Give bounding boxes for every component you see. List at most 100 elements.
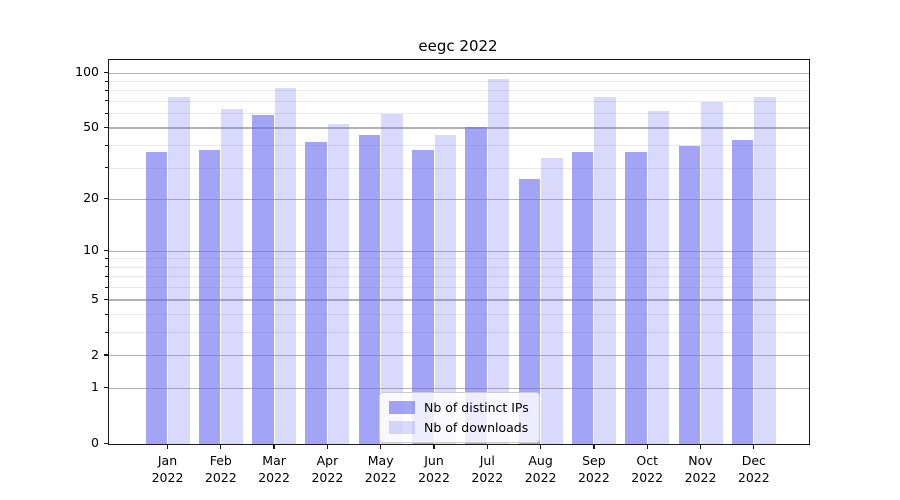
y-major-gridline (109, 198, 809, 200)
x-tick (646, 444, 648, 449)
y-minor-gridline (109, 167, 809, 169)
x-tick (380, 444, 382, 449)
bar-distinct-ips (518, 179, 541, 444)
y-major-gridline (109, 72, 809, 74)
y-tick-label: 20 (83, 190, 99, 206)
y-minor-gridline (109, 266, 809, 268)
y-minor-tick (105, 313, 108, 315)
y-minor-tick (105, 257, 108, 259)
x-tick-label: Dec 2022 (737, 453, 770, 485)
y-minor-gridline (109, 314, 809, 316)
x-tick-label: Oct 2022 (631, 453, 664, 485)
legend-swatch-icon (389, 421, 415, 434)
bar-distinct-ips (305, 141, 327, 444)
y-major-gridline (109, 250, 809, 252)
bar-distinct-ips (252, 115, 274, 444)
y-minor-tick (105, 100, 108, 102)
y-minor-gridline (109, 332, 809, 334)
x-tick (166, 444, 169, 449)
legend-label: Nb of distinct IPs (424, 400, 529, 415)
x-tick-label: Jun 2022 (418, 453, 450, 485)
y-minor-gridline (109, 100, 809, 102)
x-tick (539, 444, 542, 449)
y-tick (103, 71, 108, 74)
bar-distinct-ips (571, 151, 594, 444)
x-tick-label: Mar 2022 (258, 453, 290, 485)
legend-row: Nb of distinct IPs (389, 400, 529, 415)
x-tick-label: Jul 2022 (471, 453, 504, 485)
legend-swatch-icon (389, 401, 415, 414)
bar-distinct-ips (412, 149, 434, 444)
y-tick-label: 100 (75, 64, 99, 80)
bar-downloads (701, 101, 723, 444)
legend-label: Nb of downloads (424, 420, 529, 435)
y-minor-tick (105, 331, 108, 333)
bar-downloads (168, 97, 190, 444)
y-minor-tick (105, 167, 108, 169)
x-tick-label: Nov 2022 (684, 453, 717, 485)
x-tick (593, 444, 595, 449)
x-tick-label: Apr 2022 (311, 453, 344, 485)
bar-distinct-ips (198, 149, 221, 444)
plot-area: Nb of distinct IPs Nb of downloads (108, 59, 810, 445)
bar-distinct-ips (465, 126, 487, 444)
y-minor-tick (105, 112, 108, 114)
bar-downloads (647, 111, 670, 444)
y-tick-label: 10 (83, 242, 99, 258)
y-tick (103, 298, 108, 300)
y-minor-gridline (109, 258, 809, 260)
y-tick (103, 249, 108, 252)
bar-downloads (221, 108, 243, 444)
y-minor-tick (105, 89, 108, 91)
y-tick (103, 354, 108, 356)
legend-row: Nb of downloads (389, 420, 529, 435)
y-minor-gridline (109, 90, 809, 92)
y-major-gridline (109, 387, 809, 389)
y-minor-gridline (109, 287, 809, 289)
y-tick-label: 0 (91, 435, 99, 450)
bar-downloads (327, 123, 350, 444)
bar-distinct-ips (145, 151, 167, 444)
y-minor-tick (105, 286, 108, 288)
chart-title: eegc 2022 (418, 37, 498, 55)
x-tick-label: Aug 2022 (524, 453, 557, 485)
x-tick-label: May 2022 (364, 453, 397, 485)
y-tick-label: 50 (83, 119, 99, 135)
y-tick (103, 126, 108, 128)
x-tick-label: Jan 2022 (151, 453, 184, 485)
bar-downloads (754, 97, 776, 444)
bar-downloads (434, 134, 456, 444)
legend: Nb of distinct IPs Nb of downloads (379, 392, 540, 443)
y-tick (103, 386, 108, 389)
y-tick (103, 197, 108, 200)
y-tick (103, 442, 108, 444)
x-tick (220, 444, 222, 449)
x-tick (753, 444, 755, 449)
y-tick-label: 5 (91, 291, 99, 307)
y-major-gridline (109, 299, 809, 301)
x-tick-label: Feb 2022 (204, 453, 237, 485)
y-minor-gridline (109, 145, 809, 147)
x-tick (486, 444, 488, 449)
bar-distinct-ips (625, 151, 647, 444)
x-tick (326, 444, 329, 449)
bar-downloads (594, 97, 616, 444)
bar-downloads (487, 78, 510, 444)
y-minor-tick (105, 80, 108, 82)
y-tick-label: 1 (91, 379, 99, 395)
x-tick-label: Sep 2022 (577, 453, 610, 485)
y-minor-tick (105, 144, 108, 146)
bar-distinct-ips (731, 139, 754, 444)
bar-downloads (274, 88, 297, 444)
bar-distinct-ips (678, 145, 700, 444)
y-minor-gridline (109, 276, 809, 278)
y-minor-gridline (109, 113, 809, 115)
y-tick-label: 2 (91, 346, 99, 362)
y-minor-tick (105, 266, 108, 268)
x-tick (273, 444, 275, 449)
x-tick (433, 444, 435, 449)
y-minor-gridline (109, 81, 809, 83)
y-major-gridline (109, 127, 809, 129)
y-minor-tick (105, 275, 108, 277)
